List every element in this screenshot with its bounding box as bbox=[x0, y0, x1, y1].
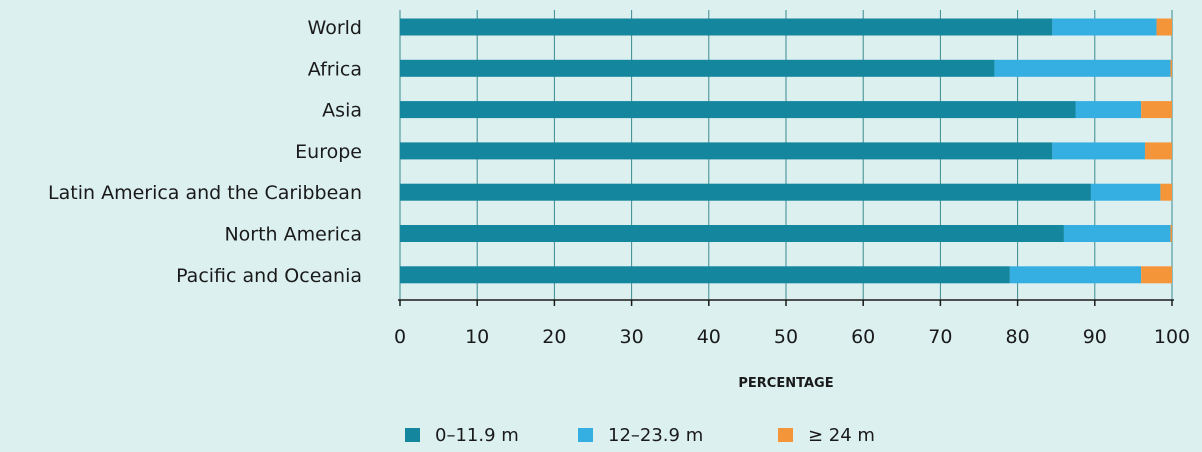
bars bbox=[400, 18, 1172, 284]
bar-pacific-and-oceania-series-3 bbox=[1141, 266, 1172, 284]
bar-europe-series-2 bbox=[1052, 142, 1145, 160]
x-tick-label: 0 bbox=[394, 326, 406, 348]
bar-latin-america-and-the-caribbean-series-2 bbox=[1090, 183, 1161, 201]
bar-latin-america-and-the-caribbean-series-3 bbox=[1160, 183, 1172, 201]
bar-africa-series-3 bbox=[1170, 59, 1172, 77]
x-axis-ticks: 0 10 20 30 40 50 60 70 80 90 100 bbox=[394, 300, 1190, 348]
bar-latin-america-and-the-caribbean-series-1 bbox=[400, 183, 1091, 201]
category-label-pacific-and-oceania: Pacific and Oceania bbox=[176, 265, 362, 287]
bar-world-series-3 bbox=[1156, 18, 1172, 36]
bar-world-series-1 bbox=[400, 18, 1053, 36]
x-tick-label: 30 bbox=[620, 326, 644, 348]
bar-north-america-series-2 bbox=[1063, 225, 1171, 242]
category-label-latin-america-and-the-caribbean: Latin America and the Caribbean bbox=[48, 182, 362, 204]
bar-europe-series-1 bbox=[400, 142, 1053, 160]
legend-swatch-3 bbox=[778, 428, 793, 442]
x-tick-label: 90 bbox=[1083, 326, 1107, 348]
bar-pacific-and-oceania-series-1 bbox=[400, 266, 1010, 284]
category-label-europe: Europe bbox=[295, 141, 362, 163]
legend: 0–11.9 m 12–23.9 m ≥ 24 m bbox=[405, 425, 875, 446]
x-tick-label: 60 bbox=[851, 326, 875, 348]
bar-europe-series-3 bbox=[1144, 142, 1172, 160]
category-label-asia: Asia bbox=[322, 100, 362, 122]
bar-north-america-series-1 bbox=[400, 225, 1064, 242]
x-tick-label: 50 bbox=[774, 326, 798, 348]
legend-label-2: 12–23.9 m bbox=[608, 425, 703, 446]
bar-world-series-2 bbox=[1052, 18, 1157, 36]
bar-pacific-and-oceania-series-2 bbox=[1009, 266, 1142, 284]
x-tick-label: 20 bbox=[542, 326, 566, 348]
x-tick-label: 10 bbox=[465, 326, 489, 348]
bar-africa-series-1 bbox=[400, 59, 995, 77]
x-tick-label: 40 bbox=[697, 326, 721, 348]
bar-asia-series-1 bbox=[400, 101, 1076, 119]
category-label-africa: Africa bbox=[308, 58, 362, 80]
legend-label-3: ≥ 24 m bbox=[808, 425, 875, 446]
x-tick-label: 70 bbox=[928, 326, 952, 348]
bar-asia-series-3 bbox=[1141, 101, 1172, 119]
legend-swatch-2 bbox=[578, 428, 593, 442]
x-tick-label: 80 bbox=[1006, 326, 1030, 348]
category-labels: World Africa Asia Europe Latin America and t… bbox=[48, 17, 362, 287]
legend-label-1: 0–11.9 m bbox=[435, 425, 519, 446]
category-label-world: World bbox=[308, 17, 362, 39]
x-tick-label: 100 bbox=[1154, 326, 1190, 348]
legend-swatch-1 bbox=[405, 428, 420, 442]
x-axis-title: PERCENTAGE bbox=[738, 376, 833, 391]
bar-north-america-series-3 bbox=[1170, 225, 1172, 242]
bar-asia-series-2 bbox=[1075, 101, 1142, 119]
bar-africa-series-2 bbox=[994, 59, 1171, 77]
category-label-north-america: North America bbox=[224, 224, 362, 246]
